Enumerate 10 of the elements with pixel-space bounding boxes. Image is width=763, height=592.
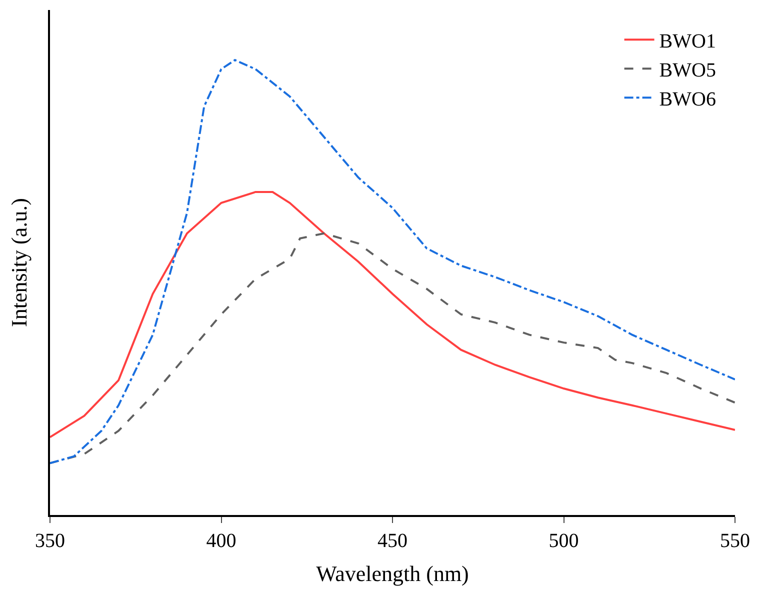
x-tick-label: 550	[720, 530, 750, 552]
y-axis-title: Intensity (a.u.)	[6, 198, 32, 327]
legend-label: BWO6	[659, 88, 716, 110]
x-tick-label: 450	[378, 530, 408, 552]
legend-label: BWO5	[659, 59, 716, 82]
x-axis-title: Wavelength (nm)	[316, 561, 469, 586]
x-tick-label: 500	[548, 530, 579, 552]
legend-label: BWO1	[659, 30, 716, 52]
x-tick-label: 350	[35, 530, 65, 552]
x-tick-label: 400	[206, 530, 236, 552]
